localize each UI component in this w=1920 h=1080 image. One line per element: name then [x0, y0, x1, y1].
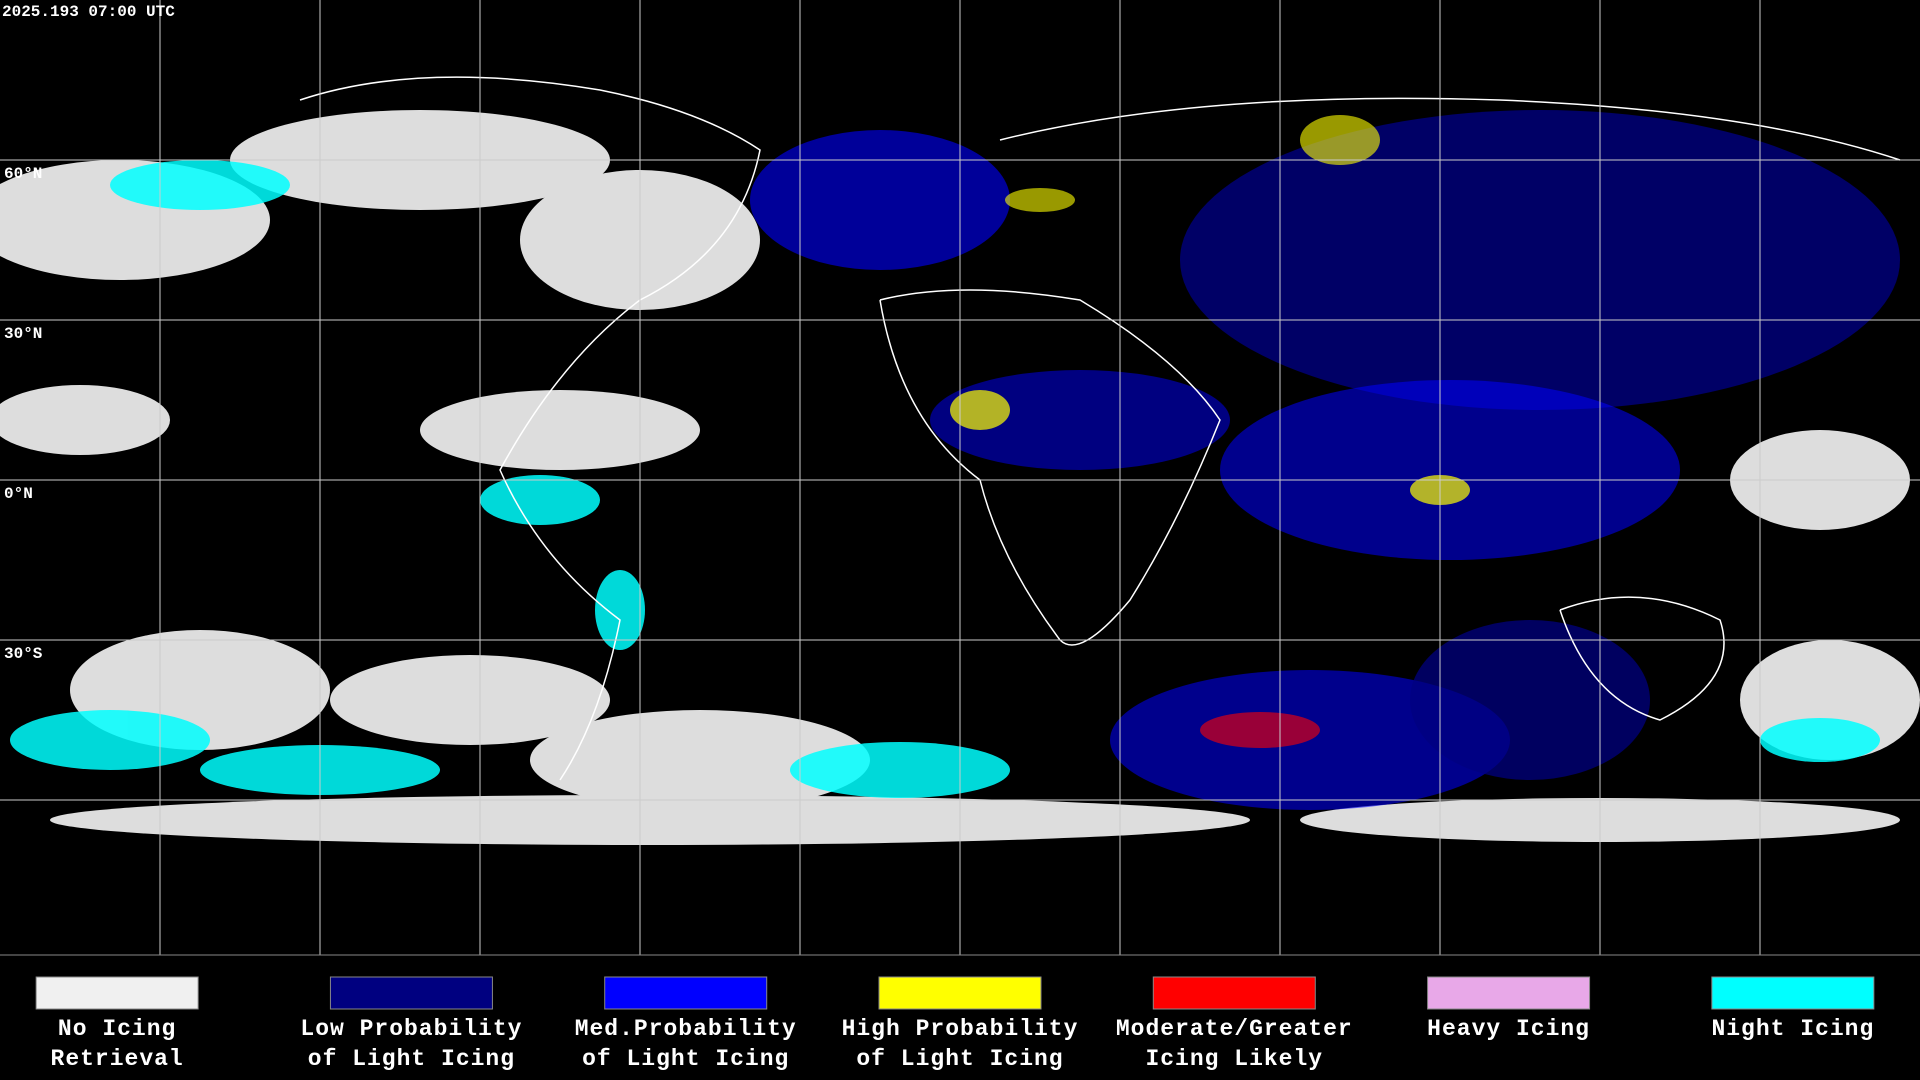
legend-label: Icing Likely — [1145, 1046, 1323, 1072]
latitude-label: 30°S — [4, 645, 43, 663]
map — [0, 76, 1920, 845]
legend-label: of Light Icing — [856, 1046, 1063, 1072]
latitude-label: 60°N — [4, 165, 42, 183]
legend-label: of Light Icing — [582, 1046, 789, 1072]
graticule — [0, 0, 1920, 956]
legend-label: Med.Probability — [575, 1016, 797, 1042]
legend-swatch — [35, 976, 199, 1010]
clouds-night-icing — [10, 160, 1880, 798]
legend: No Icing Retrieval Low Probability of Light… — [35, 976, 1875, 1072]
legend-swatch — [1711, 976, 1875, 1010]
legend-swatch — [1427, 976, 1591, 1010]
legend-label: Moderate/Greater — [1116, 1016, 1353, 1042]
legend-swatch — [604, 976, 768, 1010]
legend-label: High Probability — [842, 1016, 1079, 1042]
icing-areas — [750, 110, 1900, 810]
latitude-labels: 60°N 30°N 0°N 30°S — [4, 165, 43, 663]
timestamp: 2025.193 07:00 UTC — [2, 3, 175, 21]
legend-label: Retrieval — [51, 1046, 184, 1072]
legend-label: No Icing — [58, 1016, 176, 1042]
latitude-label: 30°N — [4, 325, 42, 343]
legend-swatch — [1152, 976, 1316, 1010]
latitude-label: 0°N — [4, 485, 33, 503]
legend-label: of Light Icing — [308, 1046, 515, 1072]
legend-label: Low Probability — [300, 1016, 522, 1042]
legend-label: Heavy Icing — [1427, 1016, 1590, 1042]
legend-label: Night Icing — [1711, 1016, 1874, 1042]
legend-swatch — [329, 976, 493, 1010]
legend-swatch — [878, 976, 1042, 1010]
